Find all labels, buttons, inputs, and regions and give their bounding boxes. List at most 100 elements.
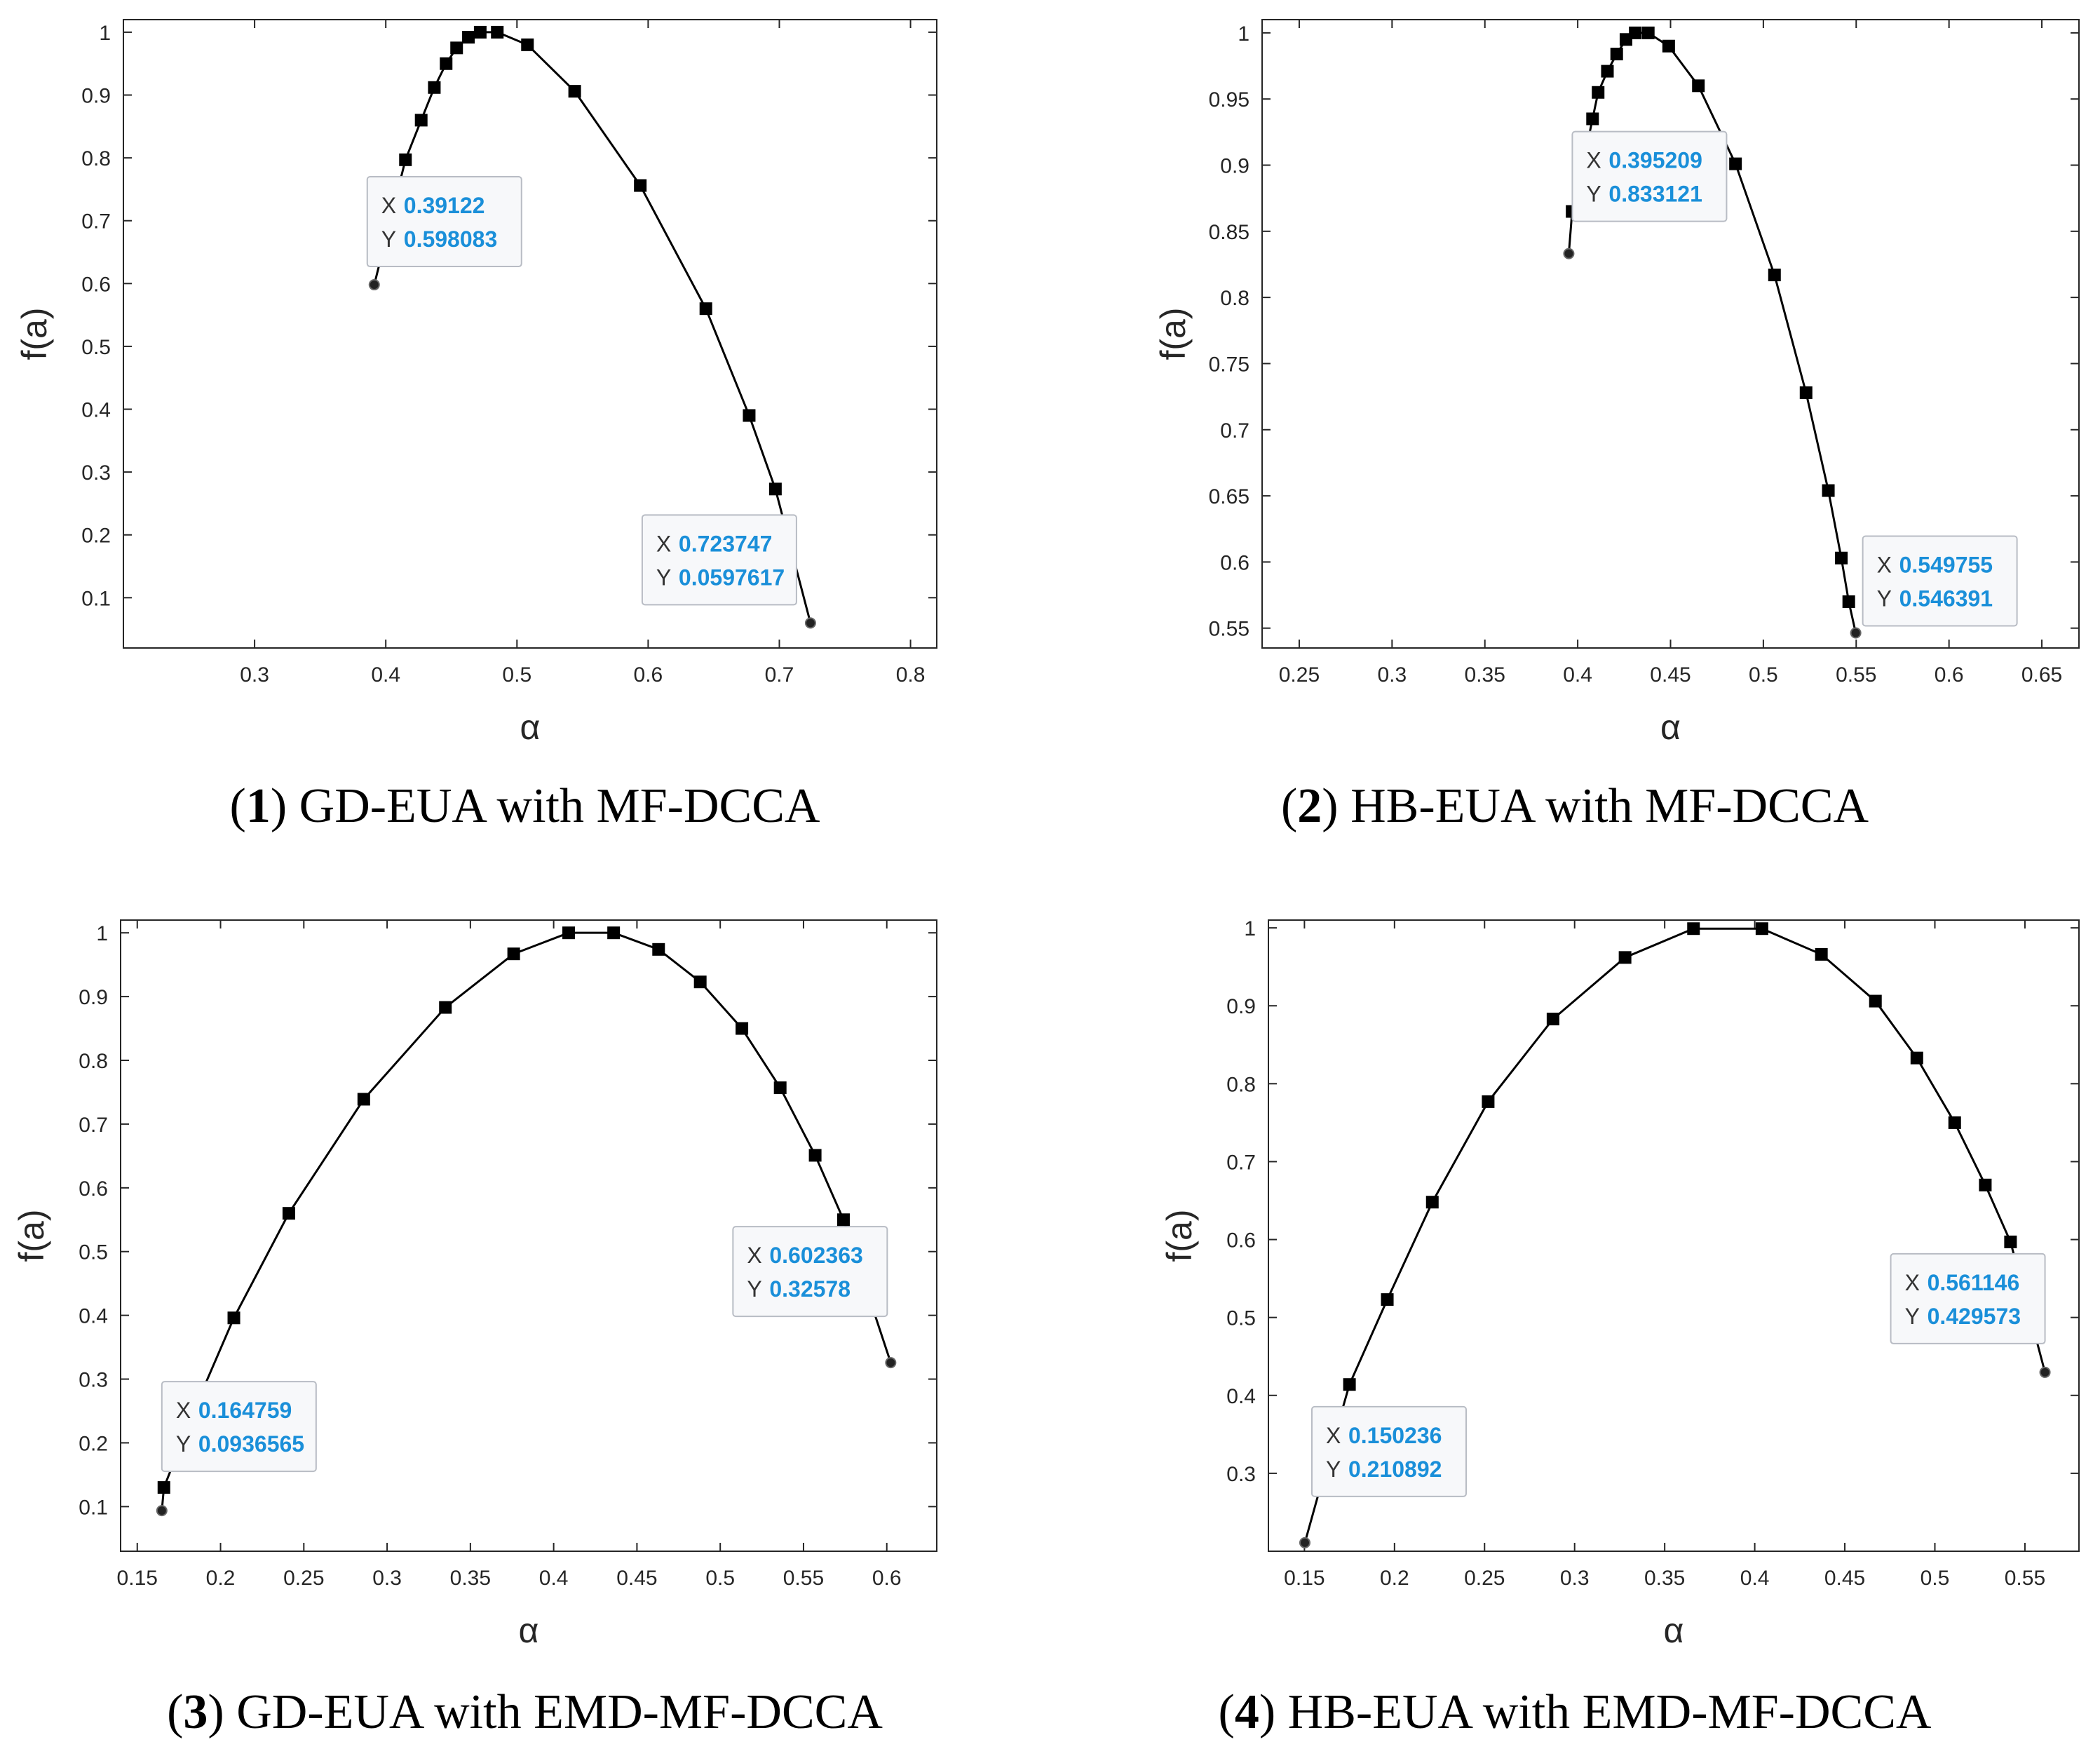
x-axis-label: α [1664,1611,1684,1650]
endpoint-marker[interactable] [368,279,380,291]
data-point [736,1022,749,1035]
data-point [1842,595,1855,608]
data-tip-2[interactable]: X 0.549755 Y 0.546391 [1862,535,2018,627]
data-point [439,1001,452,1014]
data-tip-1[interactable]: X 0.39122 Y 0.598083 [366,176,522,268]
data-point [1835,551,1848,565]
data-point [1592,86,1605,99]
data-point [1910,1051,1923,1065]
endpoint-marker[interactable] [1563,248,1575,259]
data-point [440,57,453,70]
data-tip-1[interactable]: X 0.164759 Y 0.0936565 [161,1381,317,1473]
caption-2: (2) HB-EUA with MF-DCCA [1280,779,1869,833]
y-axis-label: f(a) [1160,1210,1199,1262]
chart-3-svg: 0.15 0.2 0.25 0.3 0.35 0.4 0.45 0.5 0.55 0.6 0.1 0.… [12,919,937,1650]
x-tick-label: 0.55 [2005,1567,2045,1590]
data-tip-box [641,514,797,606]
chart-panel-4: 0.15 0.2 0.25 0.3 0.35 0.4 0.45 0.5 0.55 0.3 0.4 0.… [1050,878,2100,1756]
data-point [1799,386,1813,399]
data-tip-y-value: 0.833121 [1608,182,1702,207]
data-tip-x-value: 0.602363 [769,1243,862,1268]
data-tip-1[interactable]: X 0.150236 Y 0.210892 [1310,1405,1467,1497]
data-tip-y-value: 0.598083 [404,227,497,252]
x-tick-label: 0.7 [765,663,794,687]
x-tick-label: 0.6 [1935,663,1964,687]
endpoint-marker[interactable] [1850,627,1862,639]
data-point [1687,922,1700,936]
data-point [521,38,534,51]
chart-panel-1: 0.3 0.4 0.5 0.6 0.7 0.8 0.1 0.2 0.3 0.4 0.5 0.6 0.7 0… [0,0,1050,878]
data-tip-2[interactable]: X 0.561146 Y 0.429573 [1890,1252,2046,1344]
y-tick-label: 0.5 [1226,1307,1256,1330]
data-point [1610,48,1623,61]
data-tip-1[interactable]: X 0.395209 Y 0.833121 [1571,130,1728,222]
data-point [773,1081,787,1095]
endpoint-marker[interactable] [156,1505,168,1517]
data-point [836,1213,850,1227]
data-tip-y-key: Y [1905,1304,1920,1329]
caption-4-text: HB-EUA with EMD-MF-DCCA [1287,1685,1932,1739]
y-tick-label: 0.9 [79,986,108,1009]
y-tick-label: 0.4 [1226,1385,1256,1408]
chart-4-svg: 0.15 0.2 0.25 0.3 0.35 0.4 0.45 0.5 0.55 0.3 0.4 0.… [1160,917,2080,1650]
chart-panel-3: 0.15 0.2 0.25 0.3 0.35 0.4 0.45 0.5 0.55 0.6 0.1 0.… [0,878,1050,1756]
endpoint-marker[interactable] [885,1357,897,1369]
x-tick-label: 0.3 [240,663,269,687]
x-tick-label: 0.5 [705,1567,735,1590]
data-tip-y-value: 0.0936565 [198,1431,304,1457]
x-tick-label: 0.3 [372,1567,402,1590]
data-point [1381,1293,1394,1306]
x-tick-label: 0.5 [502,663,531,687]
endpoint-marker[interactable] [2039,1366,2051,1378]
endpoint-marker[interactable] [1299,1536,1310,1548]
data-point [1729,157,1742,170]
y-tick-label: 0.5 [81,336,111,359]
data-point [693,975,707,989]
data-point [1815,947,1828,961]
data-point [808,1149,822,1162]
data-point [1979,1178,1992,1191]
x-tick-label: 0.25 [1279,663,1320,687]
data-tip-box [732,1226,888,1318]
data-tip-y-key: Y [176,1431,191,1457]
data-point [414,114,428,127]
data-point [507,947,520,961]
x-tick-label: 0.3 [1377,663,1407,687]
y-tick-label: 0.7 [1220,419,1249,443]
x-tick-label: 0.25 [1464,1567,1505,1590]
y-tick-label: 0.6 [1226,1229,1256,1252]
x-tick-label: 0.15 [1284,1567,1325,1590]
y-tick-label: 0.3 [81,461,111,485]
data-point [634,179,647,192]
data-point [699,302,712,316]
data-tip-2[interactable]: X 0.723747 Y 0.0597617 [641,514,797,606]
data-tip-y-value: 0.546391 [1899,586,1993,612]
endpoint-marker[interactable] [804,617,816,629]
y-tick-label: 0.6 [81,273,111,296]
data-tip-x-key: X [1586,148,1601,173]
y-tick-label: 0.5 [79,1241,108,1264]
data-point [1662,39,1675,53]
y-tick-label: 0.9 [1226,995,1256,1018]
data-point [1586,112,1599,126]
x-tick-label: 0.2 [206,1567,236,1590]
x-tick-label: 0.4 [371,663,400,687]
data-point [1482,1095,1495,1108]
plot-area [123,19,937,649]
y-tick-label: 0.8 [1226,1073,1256,1096]
data-point [462,31,475,44]
data-tip-2[interactable]: X 0.602363 Y 0.32578 [732,1226,888,1318]
y-tick-label: 0.65 [1209,485,1249,508]
y-tick-label: 0.7 [81,210,111,234]
data-point [1768,269,1781,282]
y-axis-label: f(a) [12,1210,51,1262]
data-tip-x-value: 0.549755 [1899,553,1993,578]
data-tip-box [1310,1405,1467,1497]
caption-1-number: 1 [245,779,271,833]
data-point [1641,26,1655,39]
data-point [768,482,782,496]
y-tick-label: 0.9 [1220,154,1249,177]
y-tick-label: 1 [1238,22,1249,46]
x-tick-label: 0.25 [283,1567,324,1590]
y-tick-label: 0.4 [81,399,111,422]
